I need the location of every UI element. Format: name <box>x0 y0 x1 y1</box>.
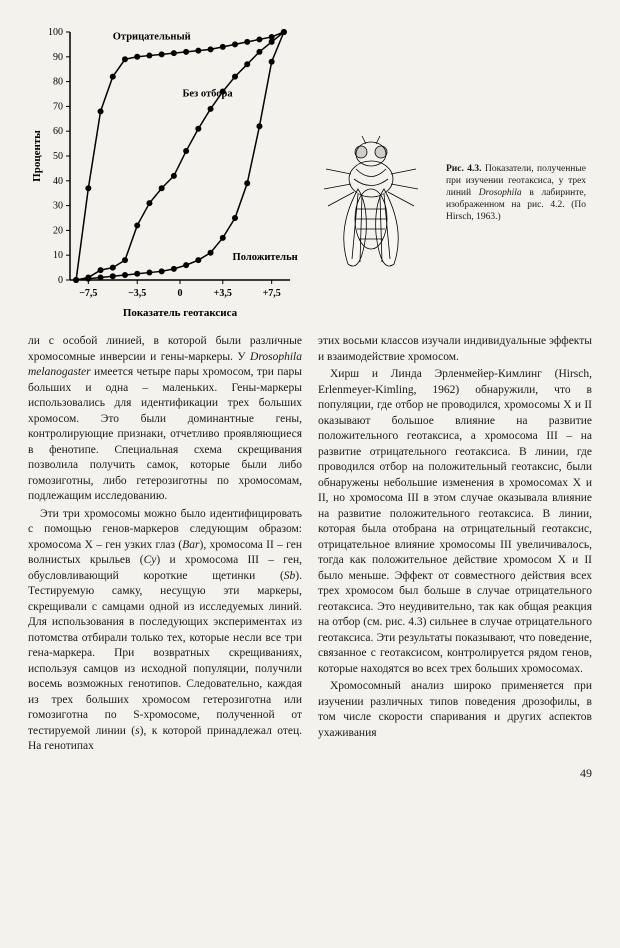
paragraph: Хромосомный анализ широко применяется пр… <box>318 679 592 741</box>
paragraph: Эти три хромосомы можно было идентифицир… <box>28 507 302 755</box>
text-columns: ли с особой линией, в которой были разли… <box>28 334 592 757</box>
svg-text:+3,5: +3,5 <box>214 288 232 299</box>
svg-text:Показатель геотаксиса: Показатель геотаксиса <box>123 307 238 319</box>
svg-text:50: 50 <box>53 151 63 162</box>
svg-text:Отрицательный: Отрицательный <box>113 31 191 42</box>
svg-text:70: 70 <box>53 101 63 112</box>
svg-text:20: 20 <box>53 225 63 236</box>
svg-text:100: 100 <box>48 27 63 38</box>
svg-text:0: 0 <box>178 288 183 299</box>
paragraph: ли с особой линией, в которой были разли… <box>28 334 302 505</box>
caption-label: Рис. 4.3. <box>446 164 482 174</box>
svg-text:30: 30 <box>53 201 63 212</box>
svg-text:80: 80 <box>53 77 63 88</box>
svg-text:−3,5: −3,5 <box>128 288 146 299</box>
column-left: ли с особой линией, в которой были разли… <box>28 334 302 757</box>
svg-text:Положительный: Положительный <box>233 252 298 263</box>
line-chart: 0 10 20 30 40 50 60 70 80 90 100 −7,5 −3,5 0 +3,5 +7,5 П… <box>28 24 298 324</box>
svg-text:0: 0 <box>58 275 63 286</box>
figure-caption: Рис. 4.3. Показатели, полученные при изу… <box>446 164 586 223</box>
paragraph: Хирш и Линда Эрленмейер-Кимлинг (Hirsch,… <box>318 367 592 677</box>
svg-text:40: 40 <box>53 176 63 187</box>
chart-svg: 0 10 20 30 40 50 60 70 80 90 100 −7,5 −3,5 0 +3,5 +7,5 П… <box>28 24 298 324</box>
svg-text:+7,5: +7,5 <box>263 288 281 299</box>
page-number: 49 <box>28 765 592 781</box>
svg-text:Проценты: Проценты <box>31 130 43 182</box>
figure-region: 0 10 20 30 40 50 60 70 80 90 100 −7,5 −3,5 0 +3,5 +7,5 П… <box>28 24 592 324</box>
svg-text:10: 10 <box>53 250 63 261</box>
svg-text:60: 60 <box>53 126 63 137</box>
fly-svg <box>306 134 436 284</box>
svg-text:−7,5: −7,5 <box>79 288 97 299</box>
svg-text:Без отбора: Без отбора <box>182 88 233 99</box>
drosophila-illustration <box>306 134 436 290</box>
svg-text:90: 90 <box>53 52 63 63</box>
paragraph: этих восьми классов изучали индивидуальн… <box>318 334 592 365</box>
column-right: этих восьми классов изучали индивидуальн… <box>318 334 592 757</box>
